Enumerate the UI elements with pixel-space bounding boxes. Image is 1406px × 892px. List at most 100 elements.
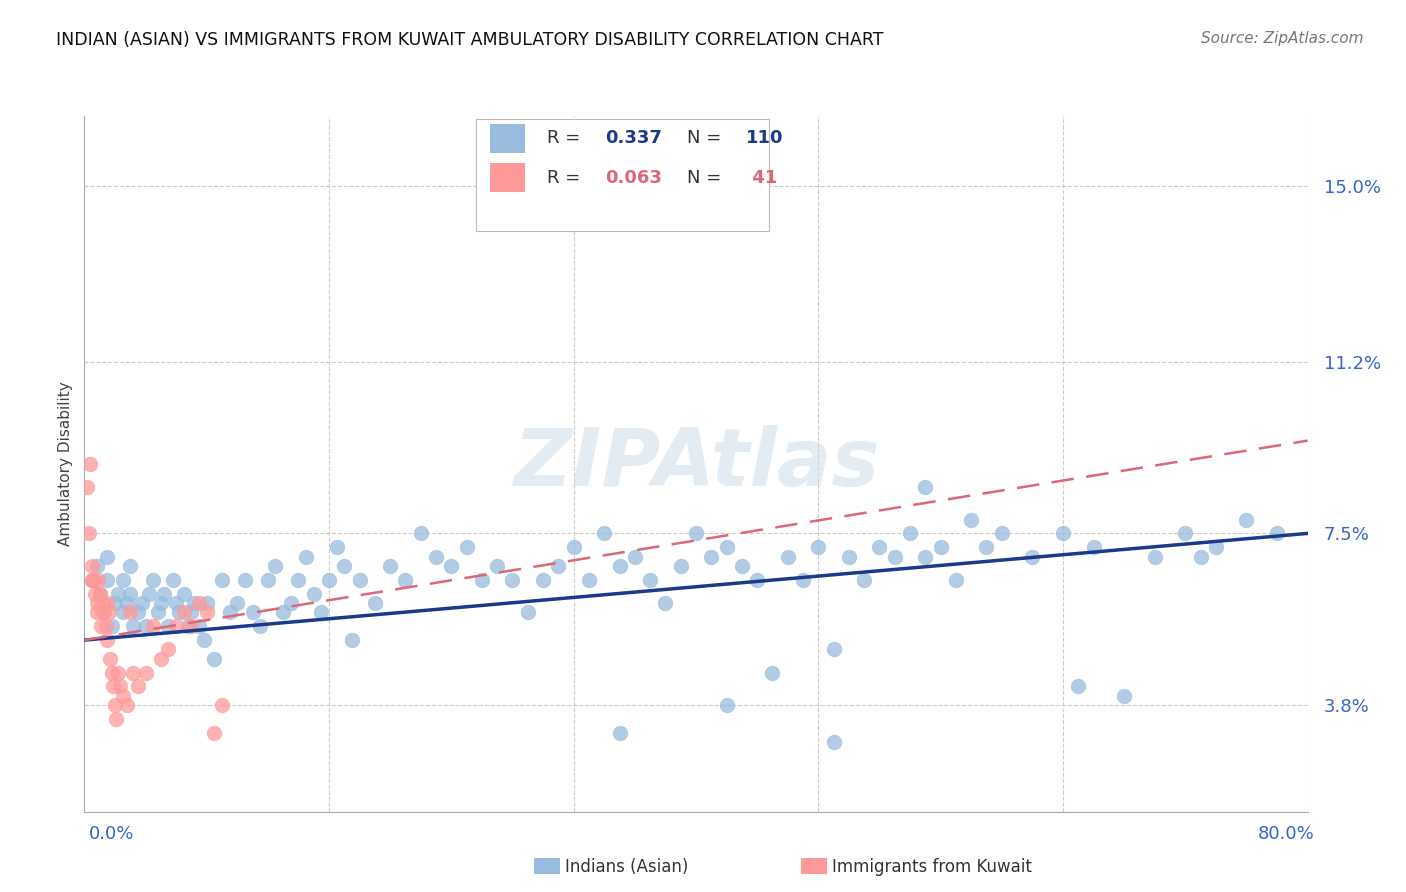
Point: [96, 596, 118, 610]
Point: [93, 605, 115, 619]
Point: [96, 573, 118, 587]
Point: [1174, 526, 1197, 541]
Point: [914, 480, 936, 494]
Point: [547, 558, 569, 573]
Point: [716, 698, 738, 712]
Point: [120, 587, 142, 601]
Point: [86, 605, 108, 619]
Point: [624, 549, 647, 564]
Point: [188, 619, 211, 633]
Point: [1143, 549, 1166, 564]
Text: 110: 110: [747, 129, 783, 147]
Point: [80, 558, 103, 573]
Text: Source: ZipAtlas.com: Source: ZipAtlas.com: [1201, 31, 1364, 46]
Point: [177, 619, 200, 633]
Point: [311, 605, 333, 619]
Point: [218, 605, 240, 619]
Point: [84, 587, 107, 601]
Point: [318, 573, 340, 587]
Point: [108, 680, 131, 694]
Point: [131, 596, 153, 610]
Text: 0.337: 0.337: [606, 129, 662, 147]
Point: [122, 665, 145, 680]
Point: [96, 633, 118, 648]
Point: [135, 665, 157, 680]
Point: [180, 619, 202, 633]
Point: [295, 549, 318, 564]
Point: [516, 605, 538, 619]
Text: Indians (Asian): Indians (Asian): [565, 858, 689, 876]
Text: R =: R =: [547, 129, 586, 147]
Point: [173, 587, 195, 601]
Point: [157, 619, 180, 633]
FancyBboxPatch shape: [491, 163, 524, 193]
Point: [325, 541, 347, 555]
Point: [111, 605, 134, 619]
Point: [731, 558, 754, 573]
Point: [195, 605, 218, 619]
Point: [823, 735, 845, 749]
Point: [271, 605, 294, 619]
Point: [380, 558, 402, 573]
Point: [302, 587, 325, 601]
Point: [578, 573, 600, 587]
Text: 80.0%: 80.0%: [1258, 825, 1315, 843]
Point: [976, 541, 998, 555]
Point: [287, 573, 309, 587]
Point: [104, 698, 127, 712]
Point: [1021, 549, 1043, 564]
Point: [120, 605, 142, 619]
Point: [120, 558, 142, 573]
Point: [280, 596, 302, 610]
Text: N =: N =: [688, 129, 727, 147]
Point: [394, 573, 416, 587]
Point: [1114, 689, 1136, 703]
Point: [945, 573, 967, 587]
Point: [593, 526, 616, 541]
Point: [364, 596, 387, 610]
Point: [111, 689, 134, 703]
Point: [195, 596, 218, 610]
Point: [531, 573, 554, 587]
Point: [654, 596, 676, 610]
Point: [127, 605, 149, 619]
Point: [90, 619, 112, 633]
Point: [869, 541, 891, 555]
Point: [135, 619, 157, 633]
Point: [111, 573, 134, 587]
FancyBboxPatch shape: [475, 120, 769, 231]
Text: INDIAN (ASIAN) VS IMMIGRANTS FROM KUWAIT AMBULATORY DISABILITY CORRELATION CHART: INDIAN (ASIAN) VS IMMIGRANTS FROM KUWAIT…: [56, 31, 884, 49]
Point: [180, 605, 202, 619]
Point: [776, 549, 799, 564]
Point: [609, 558, 631, 573]
Point: [98, 651, 121, 665]
Point: [226, 596, 249, 610]
Point: [807, 541, 830, 555]
Point: [83, 573, 105, 587]
Point: [1205, 541, 1227, 555]
Point: [486, 558, 509, 573]
FancyBboxPatch shape: [491, 124, 524, 153]
Point: [89, 587, 111, 601]
Point: [149, 596, 172, 610]
Point: [425, 549, 447, 564]
Point: [76, 480, 98, 494]
Point: [761, 665, 783, 680]
Point: [193, 633, 215, 648]
Point: [242, 605, 264, 619]
Point: [101, 665, 124, 680]
Text: R =: R =: [547, 169, 586, 187]
Point: [990, 526, 1012, 541]
Point: [1189, 549, 1212, 564]
Point: [745, 573, 768, 587]
Point: [107, 587, 129, 601]
Y-axis label: Ambulatory Disability: Ambulatory Disability: [58, 382, 73, 546]
Point: [87, 573, 110, 587]
Text: 0.063: 0.063: [606, 169, 662, 187]
Point: [716, 541, 738, 555]
Point: [609, 726, 631, 740]
Point: [257, 573, 280, 587]
Point: [211, 698, 233, 712]
Point: [107, 665, 129, 680]
Point: [960, 512, 983, 526]
